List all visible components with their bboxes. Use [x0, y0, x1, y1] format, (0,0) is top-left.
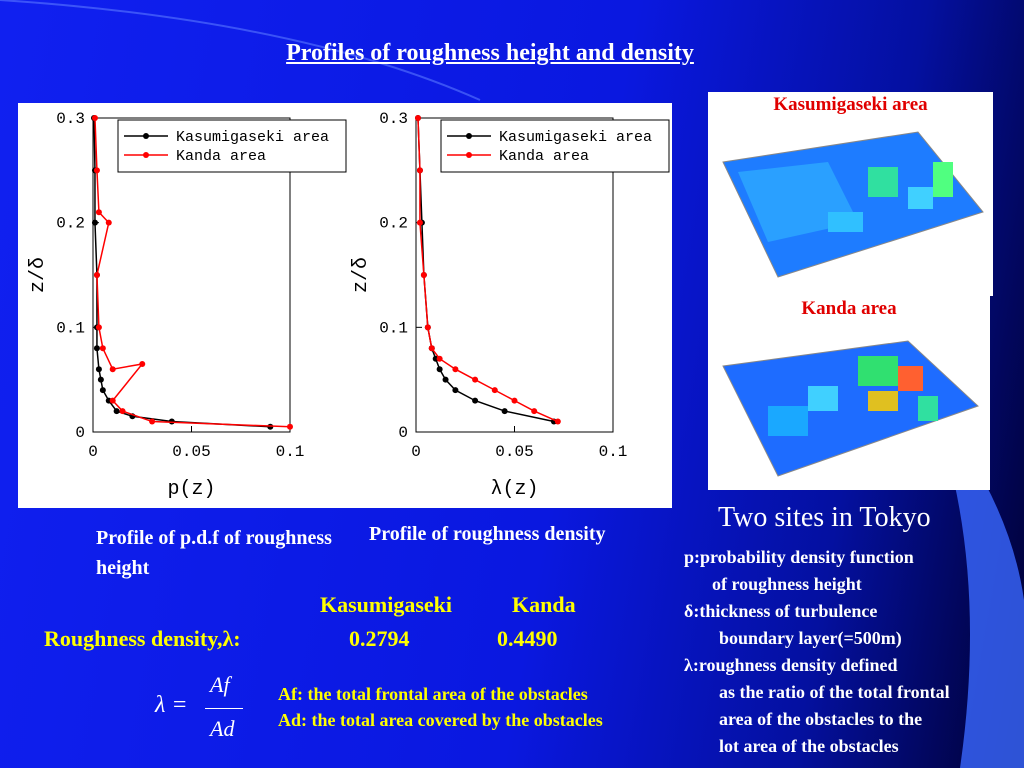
table-header: Kanda [512, 592, 576, 617]
note: p:probability density function [684, 547, 914, 567]
image-label: Kanda area [801, 298, 897, 319]
marker [501, 408, 508, 415]
slide-title: Profiles of roughness height and density [286, 40, 694, 66]
note-continuation: of roughness height [712, 574, 862, 594]
legend-marker [143, 133, 149, 139]
x-tick-label: 0.05 [172, 443, 210, 461]
marker [95, 209, 102, 216]
caption: Profile of roughness density [369, 523, 606, 545]
note-continuation: lot area of the obstacles [719, 736, 899, 756]
marker [420, 272, 427, 278]
marker [414, 115, 421, 121]
legend-label: Kasumigaseki area [499, 129, 652, 146]
marker [93, 345, 100, 352]
city-render [722, 131, 984, 278]
marker [436, 355, 443, 362]
marker [416, 219, 423, 226]
city-render [722, 340, 979, 477]
definition: Af: the total frontal area of the obstac… [278, 684, 588, 704]
image-label: Kasumigaseki area [773, 94, 928, 115]
marker [109, 366, 116, 373]
x-tick-label: 0.05 [495, 443, 533, 461]
legend-box [440, 119, 670, 173]
y-tick-label: 0.3 [56, 110, 85, 128]
x-tick-label: 0.1 [276, 443, 305, 461]
marker [97, 376, 104, 383]
marker [472, 376, 479, 383]
marker [436, 366, 443, 373]
y-tick-label: 0.3 [379, 110, 408, 128]
formula-denominator: Ad [210, 716, 235, 741]
marker [95, 324, 102, 331]
note-continuation: boundary layer(=500m) [719, 628, 902, 648]
definition: Ad: the total area covered by the obstac… [278, 710, 603, 730]
marker [93, 167, 100, 174]
marker [91, 219, 98, 226]
marker [554, 418, 561, 425]
note: λ:roughness density defined [684, 655, 898, 675]
marker [416, 167, 423, 174]
table-header: Kasumigaseki [320, 592, 453, 617]
y-tick-label: 0 [398, 424, 408, 442]
table-value: 0.4490 [497, 626, 558, 651]
x-tick-label: 0 [88, 443, 98, 461]
marker [109, 397, 116, 404]
marker [287, 423, 293, 430]
marker [452, 387, 459, 394]
marker [119, 408, 126, 415]
charts: 0 0.1 0.2 0.3 0 0.05 0.1 p(z) z/δ Kasumigaseki ar… [18, 103, 672, 508]
legend-label: Kanda area [176, 148, 266, 165]
legend-label: Kasumigaseki area [176, 129, 329, 146]
marker [511, 397, 518, 404]
marker [452, 366, 459, 373]
marker [149, 418, 156, 425]
formula-numerator: Af [210, 672, 230, 697]
y-axis-label: z/δ [350, 257, 373, 293]
marker [139, 360, 146, 367]
x-axis-label: λ(z) [490, 478, 538, 501]
legend-marker [466, 152, 472, 158]
row-label: Roughness density,λ: [44, 626, 241, 651]
y-tick-label: 0.1 [56, 319, 85, 337]
kanda-image: Kanda area [708, 296, 990, 490]
marker [91, 115, 98, 121]
marker [531, 408, 538, 415]
table-value: 0.2794 [349, 626, 410, 651]
marker [472, 397, 479, 404]
marker [113, 408, 120, 415]
marker [424, 324, 431, 331]
note-continuation: area of the obstacles to the [719, 709, 923, 729]
fraction-bar [205, 708, 243, 709]
kasumigaseki-image: Kasumigaseki area [708, 92, 993, 296]
x-tick-label: 0 [411, 443, 421, 461]
legend-label: Kanda area [499, 148, 589, 165]
note-continuation: as the ratio of the total frontal [719, 682, 950, 702]
x-tick-label: 0.1 [599, 443, 628, 461]
note: δ:thickness of turbulence [684, 601, 878, 621]
marker [95, 366, 102, 373]
legend-box [117, 119, 347, 173]
y-tick-label: 0.2 [56, 215, 85, 233]
y-tick-label: 0.2 [379, 215, 408, 233]
sites-title: Two sites in Tokyo [718, 502, 931, 533]
legend-marker [143, 152, 149, 158]
y-tick-label: 0 [75, 424, 85, 442]
marker [491, 387, 498, 394]
legend-marker [466, 133, 472, 139]
marker [99, 345, 106, 352]
marker [428, 345, 435, 352]
formula-lhs: λ = [155, 692, 188, 718]
marker [93, 272, 100, 278]
x-axis-label: p(z) [167, 478, 215, 501]
caption: Profile of p.d.f of roughness height [96, 527, 332, 579]
y-tick-label: 0.1 [379, 319, 408, 337]
marker [105, 219, 112, 226]
y-axis-label: z/δ [27, 257, 50, 293]
marker [442, 376, 449, 383]
marker [99, 387, 106, 394]
